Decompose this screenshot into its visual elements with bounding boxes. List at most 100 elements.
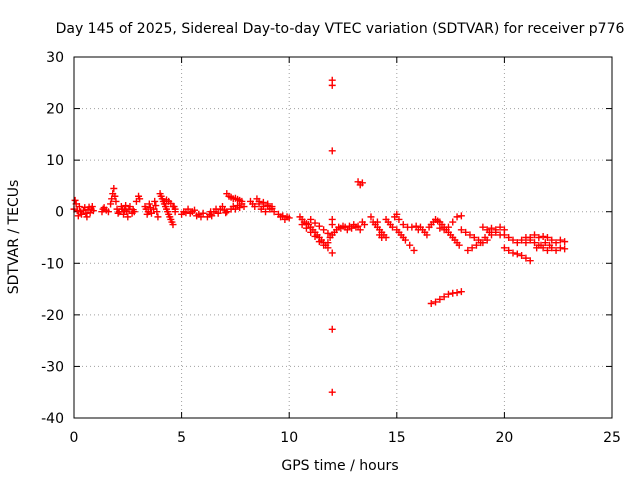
data-point-marker: [477, 239, 485, 247]
data-point-marker: [543, 246, 551, 254]
data-point-marker: [231, 205, 239, 213]
data-point-marker: [552, 239, 560, 247]
data-point-marker: [223, 208, 231, 216]
data-point-marker: [171, 205, 179, 213]
data-point-marker: [328, 249, 336, 257]
x-tick-label: 15: [388, 430, 406, 446]
data-point-marker: [328, 215, 336, 223]
data-point-marker: [145, 200, 153, 208]
data-point-marker: [328, 325, 336, 333]
data-point-marker: [73, 207, 81, 215]
data-point-marker: [88, 203, 96, 211]
data-point-marker: [367, 213, 375, 221]
data-point-marker: [114, 209, 122, 217]
data-point-marker: [378, 234, 386, 241]
data-point-marker: [513, 239, 521, 247]
data-point-marker: [111, 192, 119, 200]
data-point-marker: [199, 209, 207, 217]
data-point-marker: [324, 244, 332, 252]
data-point-marker: [99, 205, 107, 213]
data-point-marker: [236, 204, 244, 212]
data-point-marker: [522, 254, 530, 262]
data-point-marker: [222, 209, 230, 217]
data-point-marker: [518, 236, 526, 244]
data-point-marker: [361, 221, 369, 229]
data-point-marker: [522, 239, 530, 247]
chart-title: Day 145 of 2025, Sidereal Day-to-day VTE…: [56, 21, 625, 37]
data-point-marker: [388, 223, 396, 231]
data-point-marker: [218, 203, 226, 211]
data-point-marker: [214, 209, 222, 217]
data-point-marker: [136, 195, 144, 203]
x-tick-label: 5: [177, 430, 186, 446]
data-point-marker: [152, 202, 160, 210]
data-point-marker: [462, 228, 470, 236]
x-tick-label: 20: [495, 430, 513, 446]
x-axis-label: GPS time / hours: [281, 458, 398, 474]
data-point-marker: [496, 223, 504, 231]
data-point-marker: [268, 205, 276, 213]
data-point-marker: [455, 241, 463, 249]
y-tick-label: 30: [46, 50, 64, 66]
data-point-marker: [440, 226, 448, 234]
x-tick-label: 0: [70, 430, 79, 446]
data-point-marker: [130, 208, 138, 216]
data-point-marker: [401, 236, 409, 244]
data-point-marker: [78, 210, 86, 218]
data-point-marker: [153, 208, 161, 216]
data-point-marker: [151, 197, 159, 205]
data-point-marker: [552, 246, 560, 254]
data-point-marker: [464, 246, 472, 254]
data-point-marker: [505, 246, 513, 254]
data-point-marker: [393, 210, 401, 218]
data-point-marker: [453, 289, 461, 297]
data-point-marker: [406, 241, 414, 249]
data-point-marker: [440, 293, 448, 301]
data-point-marker: [423, 231, 431, 239]
data-point-marker: [468, 244, 476, 252]
data-point-marker: [533, 244, 541, 252]
data-point-marker: [539, 232, 547, 240]
y-tick-label: 10: [46, 153, 64, 169]
data-point-marker: [307, 228, 315, 236]
data-point-marker: [328, 388, 336, 396]
data-point-marker: [169, 221, 177, 229]
data-point-marker: [311, 232, 319, 240]
data-point-marker: [285, 214, 293, 222]
y-tick-label: -40: [41, 411, 64, 427]
y-tick-label: -10: [41, 256, 64, 272]
data-point-marker: [154, 213, 162, 221]
data-point-marker: [500, 231, 508, 239]
data-point-marker: [546, 241, 554, 249]
data-point-marker: [279, 212, 287, 220]
data-point-marker: [561, 245, 569, 253]
y-tick-label: -30: [41, 359, 64, 375]
data-points: [70, 76, 569, 396]
data-point-marker: [444, 290, 452, 298]
data-point-marker: [75, 203, 83, 211]
data-point-marker: [262, 208, 270, 216]
data-point-marker: [561, 238, 569, 246]
data-point-marker: [122, 202, 130, 210]
data-point-marker: [500, 244, 508, 252]
data-point-marker: [298, 221, 306, 229]
y-tick-label: 0: [55, 205, 64, 221]
x-tick-label: 25: [603, 430, 621, 446]
data-point-marker: [505, 234, 513, 241]
data-point-marker: [395, 215, 403, 223]
data-point-marker: [197, 213, 205, 221]
data-point-marker: [531, 231, 539, 239]
data-point-marker: [74, 212, 82, 220]
data-point-marker: [466, 231, 474, 239]
data-point-marker: [89, 207, 97, 215]
data-point-marker: [147, 209, 155, 217]
data-point-marker: [320, 226, 328, 234]
data-point-marker: [481, 234, 489, 241]
data-point-marker: [457, 226, 465, 234]
data-point-marker: [526, 234, 534, 241]
data-point-marker: [315, 222, 323, 230]
data-point-marker: [356, 226, 364, 234]
data-point-marker: [449, 218, 457, 226]
data-point-marker: [427, 300, 435, 308]
y-axis-label: SDTVAR / TECUs: [6, 180, 22, 295]
